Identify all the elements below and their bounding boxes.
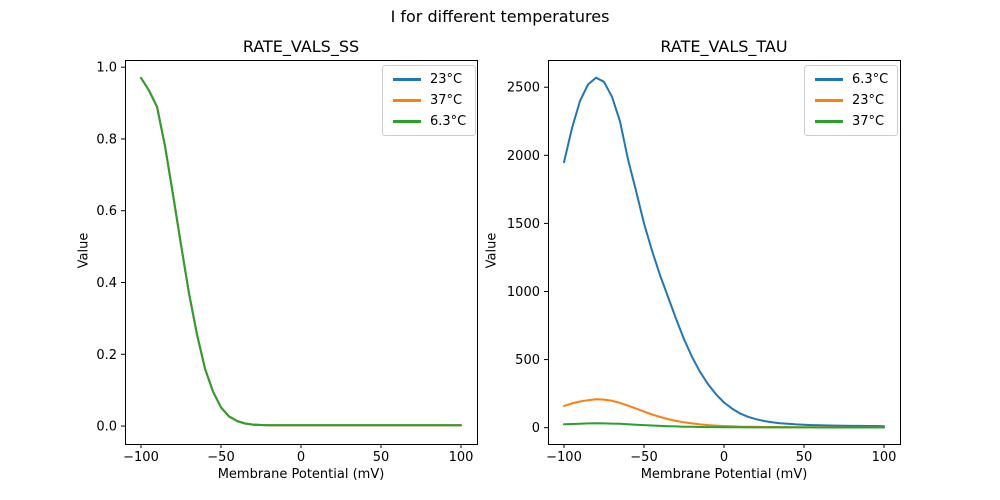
y-tick-label: 2500 bbox=[507, 81, 540, 96]
x-axis-label-tau: Membrane Potential (mV) bbox=[640, 467, 808, 482]
legend-ss: 23°C 37°C 6.3°C bbox=[382, 65, 477, 136]
x-tick-label: 100 bbox=[872, 450, 897, 465]
y-tick-label: 0 bbox=[532, 421, 540, 436]
legend-line-sample bbox=[393, 99, 421, 102]
legend-label: 37°C bbox=[852, 114, 885, 129]
legend-label: 23°C bbox=[430, 72, 463, 87]
subplot-ss-title: RATE_VALS_SS bbox=[242, 37, 360, 56]
x-tick-label: −100 bbox=[123, 450, 159, 465]
x-tick-label: 100 bbox=[449, 450, 474, 465]
series-line-6.3°C bbox=[140, 76, 462, 427]
legend-entry: 37°C bbox=[815, 112, 888, 131]
y-tick-label: 1000 bbox=[507, 285, 540, 300]
subplot-tau-title: RATE_VALS_TAU bbox=[660, 37, 788, 56]
x-tick-label: 0 bbox=[720, 450, 728, 465]
legend-entry: 6.3°C bbox=[393, 112, 466, 131]
legend-line-sample bbox=[815, 120, 843, 123]
x-tick-label: −100 bbox=[546, 450, 582, 465]
y-tick-label: 0.4 bbox=[96, 276, 117, 291]
y-tick-label: 1500 bbox=[507, 217, 540, 232]
legend-label: 23°C bbox=[852, 93, 885, 108]
series-line-6.3°C bbox=[563, 76, 885, 428]
legend-label: 37°C bbox=[430, 93, 463, 108]
x-tick-label: 50 bbox=[373, 450, 390, 465]
legend-line-sample bbox=[815, 78, 843, 81]
legend-line-sample bbox=[815, 99, 843, 102]
figure-title: I for different temperatures bbox=[390, 7, 610, 26]
y-axis-label-tau: Value bbox=[484, 232, 500, 269]
y-tick-label: 2000 bbox=[507, 149, 540, 164]
legend-tau: 6.3°C 23°C 37°C bbox=[804, 65, 899, 136]
legend-label: 6.3°C bbox=[430, 114, 467, 129]
legend-entry: 23°C bbox=[393, 70, 466, 89]
series-line-37°C bbox=[563, 422, 885, 429]
legend-line-sample bbox=[393, 78, 421, 81]
x-tick-label: 50 bbox=[796, 450, 813, 465]
x-tick-label: −50 bbox=[207, 450, 234, 465]
x-tick-label: −50 bbox=[630, 450, 657, 465]
legend-line-sample bbox=[393, 120, 421, 123]
legend-entry: 6.3°C bbox=[815, 70, 888, 89]
legend-entry: 23°C bbox=[815, 91, 888, 110]
legend-entry: 37°C bbox=[393, 91, 466, 110]
x-axis-label-ss: Membrane Potential (mV) bbox=[217, 467, 385, 482]
y-tick-label: 500 bbox=[515, 353, 540, 368]
y-tick-label: 1.0 bbox=[96, 61, 117, 76]
legend-label: 6.3°C bbox=[852, 72, 889, 87]
y-axis-label-ss: Value bbox=[76, 232, 92, 269]
y-tick-label: 0.8 bbox=[96, 132, 117, 147]
y-tick-label: 0.6 bbox=[96, 204, 117, 219]
y-tick-label: 0.0 bbox=[96, 420, 117, 435]
y-tick-label: 0.2 bbox=[96, 348, 117, 363]
x-tick-label: 0 bbox=[297, 450, 305, 465]
